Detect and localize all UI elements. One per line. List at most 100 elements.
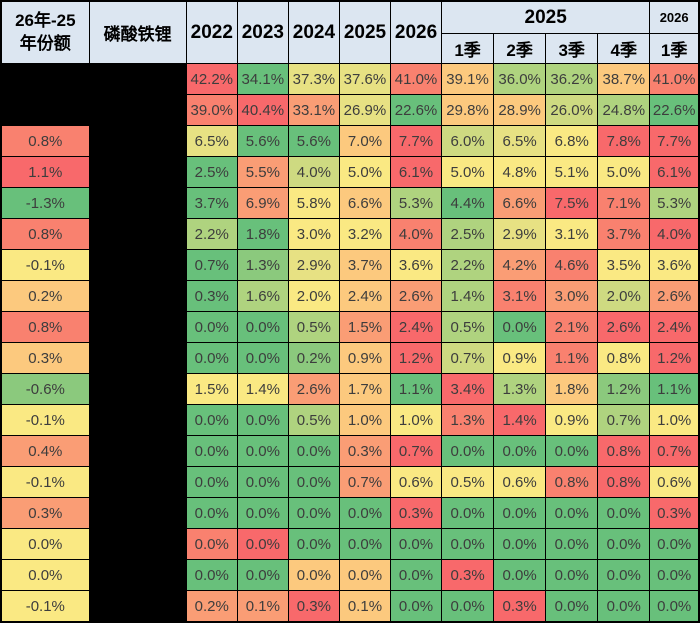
value-cell: 0.0%	[236, 466, 289, 498]
value-cell: 1.0%	[649, 404, 700, 436]
value-cell: 0.0%	[185, 342, 238, 374]
value-cell: 0.7%	[338, 466, 391, 498]
value-cell: 3.6%	[389, 249, 443, 281]
value-cell: 1.3%	[493, 373, 547, 405]
table-row: 42.2% 34.1% 37.3% 37.6% 41.0% 39.1% 36.0% 36.2%…	[0, 63, 700, 95]
value-cell: 0.0%	[287, 559, 340, 591]
material-header: 磷酸铁锂	[88, 0, 187, 64]
material-name-cell-redacted	[88, 435, 187, 467]
value-cell: 0.2%	[287, 342, 340, 374]
value-cell: 0.0%	[545, 435, 599, 467]
value-cell: 0.9%	[545, 404, 599, 436]
value-cell: 5.6%	[236, 125, 289, 157]
share-delta-cell: 0.4%	[0, 435, 90, 467]
value-cell: 4.6%	[545, 249, 599, 281]
share-delta-cell: 0.2%	[0, 280, 90, 312]
value-cell: 4.0%	[389, 218, 443, 250]
table-row: 0.0% 0.0% 0.0% 0.0% 0.0% 0.0% 0.3% 0.0% 0.0% 0.0%…	[0, 559, 700, 591]
value-cell: 1.8%	[236, 218, 289, 250]
value-cell: 3.6%	[649, 249, 700, 281]
value-cell: 0.0%	[287, 497, 340, 529]
value-cell: 0.3%	[649, 497, 700, 529]
quarter-header-2025-q4: 4季	[597, 33, 651, 64]
value-cell: 0.0%	[545, 590, 599, 623]
value-cell: 3.5%	[597, 249, 651, 281]
value-cell: 4.2%	[493, 249, 547, 281]
value-cell: 3.7%	[597, 218, 651, 250]
value-cell: 3.1%	[545, 218, 599, 250]
value-cell: 2.0%	[287, 280, 340, 312]
year-header-2024: 2024	[287, 0, 340, 64]
value-cell: 0.8%	[597, 466, 651, 498]
material-name-cell-redacted	[88, 404, 187, 436]
value-cell: 0.3%	[441, 559, 495, 591]
value-cell: 1.2%	[389, 342, 443, 374]
value-cell: 2.9%	[287, 249, 340, 281]
share-delta-cell: -1.3%	[0, 187, 90, 219]
value-cell: 0.3%	[338, 435, 391, 467]
value-cell: 6.6%	[493, 187, 547, 219]
table-row: -1.3% 3.7% 6.9% 5.8% 6.6% 5.3% 4.4% 6.6% 7.5% 7.1…	[0, 187, 700, 219]
value-cell: 0.3%	[493, 590, 547, 623]
value-cell: 6.5%	[185, 125, 238, 157]
value-cell: 41.0%	[389, 63, 443, 95]
table-row: 0.2% 0.3% 1.6% 2.0% 2.4% 2.6% 1.4% 3.1% 3.0% 2.0%…	[0, 280, 700, 312]
table-row: 0.8% 6.5% 5.6% 5.6% 7.0% 7.7% 6.0% 6.5% 6.8% 7.8%…	[0, 125, 700, 157]
table-row: -0.1% 0.2% 0.1% 0.3% 0.1% 0.0% 0.0% 0.3% 0.0% 0.0…	[0, 590, 700, 623]
share-delta-cell: 0.0%	[0, 528, 90, 560]
year-header-2026: 2026	[389, 0, 443, 64]
value-cell: 0.0%	[185, 311, 238, 343]
value-cell: 0.0%	[236, 528, 289, 560]
value-cell: 36.2%	[545, 63, 599, 95]
share-delta-cell: -0.1%	[0, 404, 90, 436]
value-cell: 0.0%	[441, 528, 495, 560]
value-cell: 5.6%	[287, 125, 340, 157]
material-name-cell-redacted	[88, 559, 187, 591]
value-cell: 0.1%	[236, 590, 289, 623]
share-delta-header-line2: 年份额	[19, 33, 71, 53]
value-cell: 0.0%	[597, 590, 651, 623]
table-row: 0.4% 0.0% 0.0% 0.0% 0.3% 0.7% 0.0% 0.0% 0.0% 0.8%…	[0, 435, 700, 467]
value-cell: 0.8%	[597, 435, 651, 467]
value-cell: 5.3%	[649, 187, 700, 219]
value-cell: 4.8%	[493, 156, 547, 188]
share-delta-cell: 0.3%	[0, 497, 90, 529]
value-cell: 22.6%	[389, 94, 443, 126]
share-delta-cell	[0, 94, 90, 126]
value-cell: 5.8%	[287, 187, 340, 219]
table-row: -0.1% 0.7% 1.3% 2.9% 3.7% 3.6% 2.2% 4.2% 4.6% 3.5…	[0, 249, 700, 281]
value-cell: 0.6%	[389, 466, 443, 498]
value-cell: 7.7%	[389, 125, 443, 157]
value-cell: 0.8%	[545, 466, 599, 498]
value-cell: 0.0%	[441, 435, 495, 467]
table-row: 39.0% 40.4% 33.1% 26.9% 22.6% 29.8% 28.9% 26.0%…	[0, 94, 700, 126]
value-cell: 5.0%	[338, 156, 391, 188]
value-cell: 3.0%	[287, 218, 340, 250]
value-cell: 0.3%	[287, 590, 340, 623]
table-row: 0.3% 0.0% 0.0% 0.2% 0.9% 1.2% 0.7% 0.9% 1.1% 0.8%…	[0, 342, 700, 374]
value-cell: 3.2%	[338, 218, 391, 250]
value-cell: 0.8%	[597, 342, 651, 374]
value-cell: 4.0%	[287, 156, 340, 188]
table-row: -0.1% 0.0% 0.0% 0.5% 1.0% 1.0% 1.3% 1.4% 0.9% 0.7…	[0, 404, 700, 436]
value-cell: 39.1%	[441, 63, 495, 95]
value-cell: 2.5%	[441, 218, 495, 250]
value-cell: 7.1%	[597, 187, 651, 219]
value-cell: 1.6%	[236, 280, 289, 312]
quarter-header-2026-q1: 1季	[649, 33, 700, 64]
value-cell: 2.2%	[185, 218, 238, 250]
value-cell: 1.3%	[236, 249, 289, 281]
value-cell: 0.7%	[649, 435, 700, 467]
value-cell: 0.0%	[597, 528, 651, 560]
value-cell: 7.7%	[649, 125, 700, 157]
share-delta-header: 26年-25 年份额	[0, 0, 90, 64]
value-cell: 0.0%	[185, 466, 238, 498]
value-cell: 37.6%	[338, 63, 391, 95]
value-cell: 36.0%	[493, 63, 547, 95]
share-delta-cell: 0.8%	[0, 218, 90, 250]
table-row: -0.1% 0.0% 0.0% 0.0% 0.7% 0.6% 0.5% 0.6% 0.8% 0.8…	[0, 466, 700, 498]
value-cell: 0.0%	[389, 590, 443, 623]
value-cell: 0.9%	[338, 342, 391, 374]
table-row: 1.1% 2.5% 5.5% 4.0% 5.0% 6.1% 5.0% 4.8% 5.1% 5.0%…	[0, 156, 700, 188]
value-cell: 0.0%	[597, 497, 651, 529]
